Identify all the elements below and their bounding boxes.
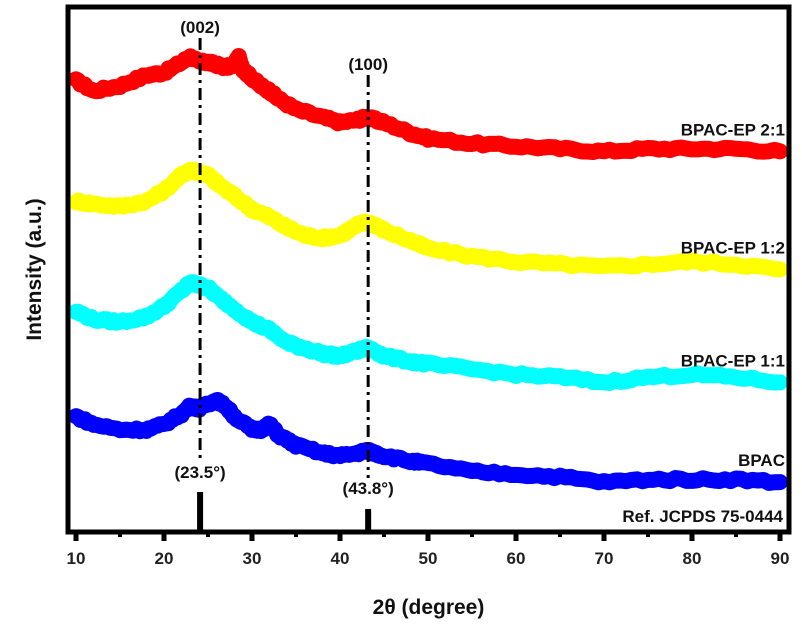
reference-label: Ref. JCPDS 75-0444	[622, 507, 783, 526]
x-tick-label: 10	[67, 549, 86, 568]
series-layer: BPAC-EP 2:1 BPAC-EP 1:2 BPAC-EP 1:1 BPAC	[68, 48, 788, 491]
plot-frame	[65, 4, 792, 535]
x-axis-title: 2θ (degree)	[373, 596, 485, 619]
series-label-bpac-ep-2-1: BPAC-EP 2:1	[681, 120, 785, 139]
reference-peak-bar	[365, 509, 372, 532]
series-line-bpac-ep-1-2	[68, 161, 788, 278]
x-tick-label: 50	[419, 549, 438, 568]
x-tick-label: 60	[507, 549, 526, 568]
series-line-bpac-ep-2-1	[68, 48, 788, 160]
plane-label: (002)	[180, 18, 220, 37]
x-axis-ticks: 10 20 30 40 50 60 70 80 90	[67, 532, 790, 568]
reference-peak-label: (23.5°)	[174, 463, 225, 482]
series-label-bpac: BPAC	[738, 451, 785, 470]
reference-peak-bar	[197, 492, 204, 532]
x-tick-label: 30	[243, 549, 262, 568]
series-line-bpac	[68, 392, 788, 491]
plane-label: (100)	[348, 55, 388, 74]
reference-layer: (23.5°) (43.8°)	[174, 463, 394, 532]
series-label-bpac-ep-1-1: BPAC-EP 1:1	[681, 351, 785, 370]
series-label-bpac-ep-1-2: BPAC-EP 1:2	[681, 239, 785, 258]
y-axis-title: Intensity (a.u.)	[23, 198, 46, 340]
reference-peak-label: (43.8°)	[343, 479, 394, 498]
x-tick-label: 90	[771, 549, 790, 568]
x-tick-label: 20	[155, 549, 174, 568]
x-tick-label: 40	[331, 549, 350, 568]
annotation-layer: (002) (100)	[180, 18, 388, 478]
series-line-bpac-ep-1-1	[68, 274, 788, 391]
x-tick-label: 70	[595, 549, 614, 568]
x-tick-label: 80	[683, 549, 702, 568]
